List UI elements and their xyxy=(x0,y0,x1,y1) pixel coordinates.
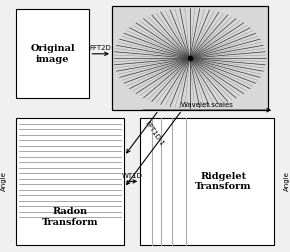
Text: Original
image: Original image xyxy=(30,44,75,64)
Text: Ridgelet
Transform: Ridgelet Transform xyxy=(195,172,252,191)
Bar xyxy=(112,6,268,110)
Text: WT1D: WT1D xyxy=(122,173,143,179)
Text: Wavelet scales: Wavelet scales xyxy=(181,102,233,108)
Text: Angle: Angle xyxy=(1,171,7,191)
Text: Angle: Angle xyxy=(283,171,289,191)
Bar xyxy=(112,6,268,110)
Bar xyxy=(140,118,274,245)
Text: Radon
Transform: Radon Transform xyxy=(42,207,98,227)
Text: FFT2D: FFT2D xyxy=(90,45,112,51)
Bar xyxy=(16,9,89,98)
Text: FFT1D-1: FFT1D-1 xyxy=(143,120,165,147)
Bar xyxy=(16,118,124,245)
